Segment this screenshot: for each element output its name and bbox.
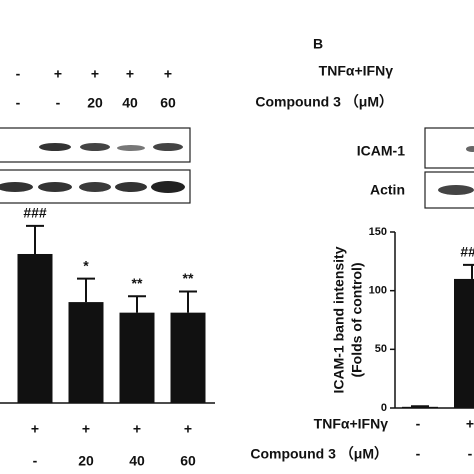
- condition-value: -: [468, 446, 473, 462]
- y-tick-label: 50: [375, 343, 387, 355]
- condition-value: +: [91, 66, 99, 82]
- condition-name: Compound 3 （μM）: [250, 446, 388, 462]
- error-bar: [128, 295, 146, 313]
- condition-value: -: [33, 453, 38, 469]
- condition-value: 40: [122, 95, 138, 111]
- significance: **: [183, 270, 194, 286]
- condition-value: +: [54, 66, 62, 82]
- bar: [170, 312, 206, 403]
- y-axis-label: ICAM-1 band intensity: [331, 246, 347, 393]
- condition-value: +: [126, 66, 134, 82]
- bar: [119, 312, 155, 403]
- condition-value: +: [31, 421, 39, 437]
- error-bar: [179, 290, 197, 313]
- condition-value: -: [416, 446, 421, 462]
- significance: *: [83, 257, 89, 273]
- condition-value: 20: [87, 95, 103, 111]
- significance: ###: [460, 244, 474, 260]
- condition-value: +: [133, 421, 141, 437]
- condition-value: -: [16, 95, 21, 111]
- condition-value: -: [16, 66, 21, 82]
- bar: [454, 278, 474, 408]
- blot-left: [0, 127, 191, 204]
- condition-value: +: [466, 416, 474, 432]
- condition-value: 60: [180, 453, 196, 469]
- y-axis-label: (Folds of control): [349, 262, 365, 377]
- bar: [402, 406, 438, 408]
- condition-value: -: [56, 95, 61, 111]
- significance: ###: [23, 205, 47, 221]
- condition-value: 20: [78, 453, 94, 469]
- bar: [68, 302, 104, 403]
- condition-value: 40: [129, 453, 145, 469]
- y-tick-label: 0: [381, 402, 387, 414]
- panel-label: B: [313, 36, 323, 52]
- condition-name: TNFα+IFNγ: [319, 63, 394, 79]
- significance: **: [132, 275, 143, 291]
- condition-value: +: [82, 421, 90, 437]
- error-bar: [77, 277, 95, 303]
- band-label: Actin: [370, 182, 405, 198]
- condition-value: -: [416, 416, 421, 432]
- y-tick-label: 100: [369, 285, 387, 297]
- error-bar: [411, 405, 429, 408]
- bar: [17, 253, 53, 403]
- blot-right: [424, 127, 474, 209]
- error-bar: [26, 224, 44, 254]
- condition-value: 60: [160, 95, 176, 111]
- condition-name: TNFα+IFNγ: [314, 416, 389, 432]
- band-label: ICAM-1: [357, 143, 405, 159]
- error-bar: [463, 263, 474, 279]
- condition-name: Compound 3 （μM）: [255, 94, 393, 110]
- condition-value: +: [184, 421, 192, 437]
- condition-value: +: [164, 66, 172, 82]
- y-tick-label: 150: [369, 226, 387, 238]
